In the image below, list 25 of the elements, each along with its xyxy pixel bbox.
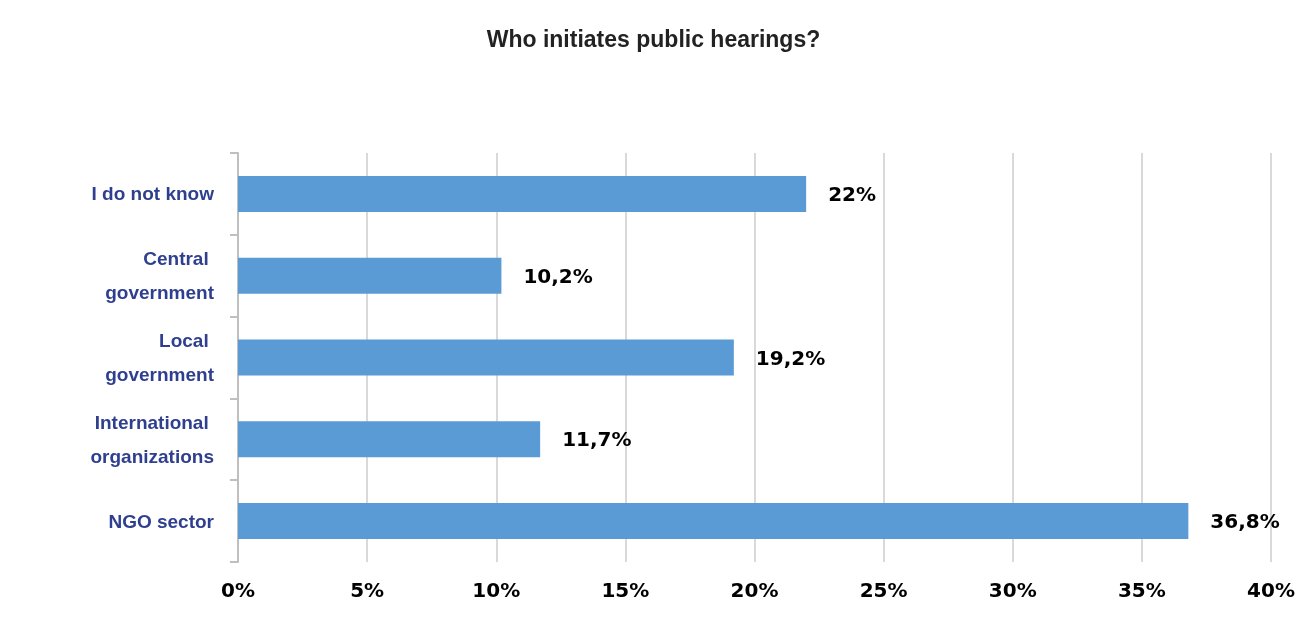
y-tick-label: NGO sector bbox=[108, 510, 215, 532]
y-tick-label: Local government bbox=[105, 330, 215, 385]
bar bbox=[238, 339, 734, 376]
data-label: 36,8% bbox=[1210, 509, 1280, 534]
data-label: 10,2% bbox=[523, 263, 593, 288]
x-tick-label: 5% bbox=[350, 578, 385, 602]
x-tick-label: 20% bbox=[730, 578, 779, 602]
x-tick-label: 35% bbox=[1117, 578, 1166, 602]
bar bbox=[238, 257, 502, 294]
x-tick-label: 10% bbox=[472, 578, 521, 602]
x-tick-label: 25% bbox=[859, 578, 908, 602]
data-label: 11,7% bbox=[562, 427, 632, 452]
y-tick-label: I do not know bbox=[91, 183, 215, 205]
bar bbox=[238, 503, 1189, 540]
data-label: 19,2% bbox=[755, 345, 826, 370]
chart-title: Who initiates public hearings? bbox=[486, 25, 821, 52]
y-tick-label: International organizations bbox=[90, 411, 214, 467]
x-tick-label: 40% bbox=[1247, 578, 1295, 602]
y-tick-label: Central government bbox=[105, 248, 215, 304]
x-tick-label: 15% bbox=[601, 578, 650, 602]
bar bbox=[238, 421, 541, 458]
bar bbox=[238, 175, 807, 212]
x-tick-label: 0% bbox=[221, 578, 255, 602]
data-label: 22% bbox=[828, 181, 877, 206]
x-tick-label: 30% bbox=[988, 578, 1037, 602]
